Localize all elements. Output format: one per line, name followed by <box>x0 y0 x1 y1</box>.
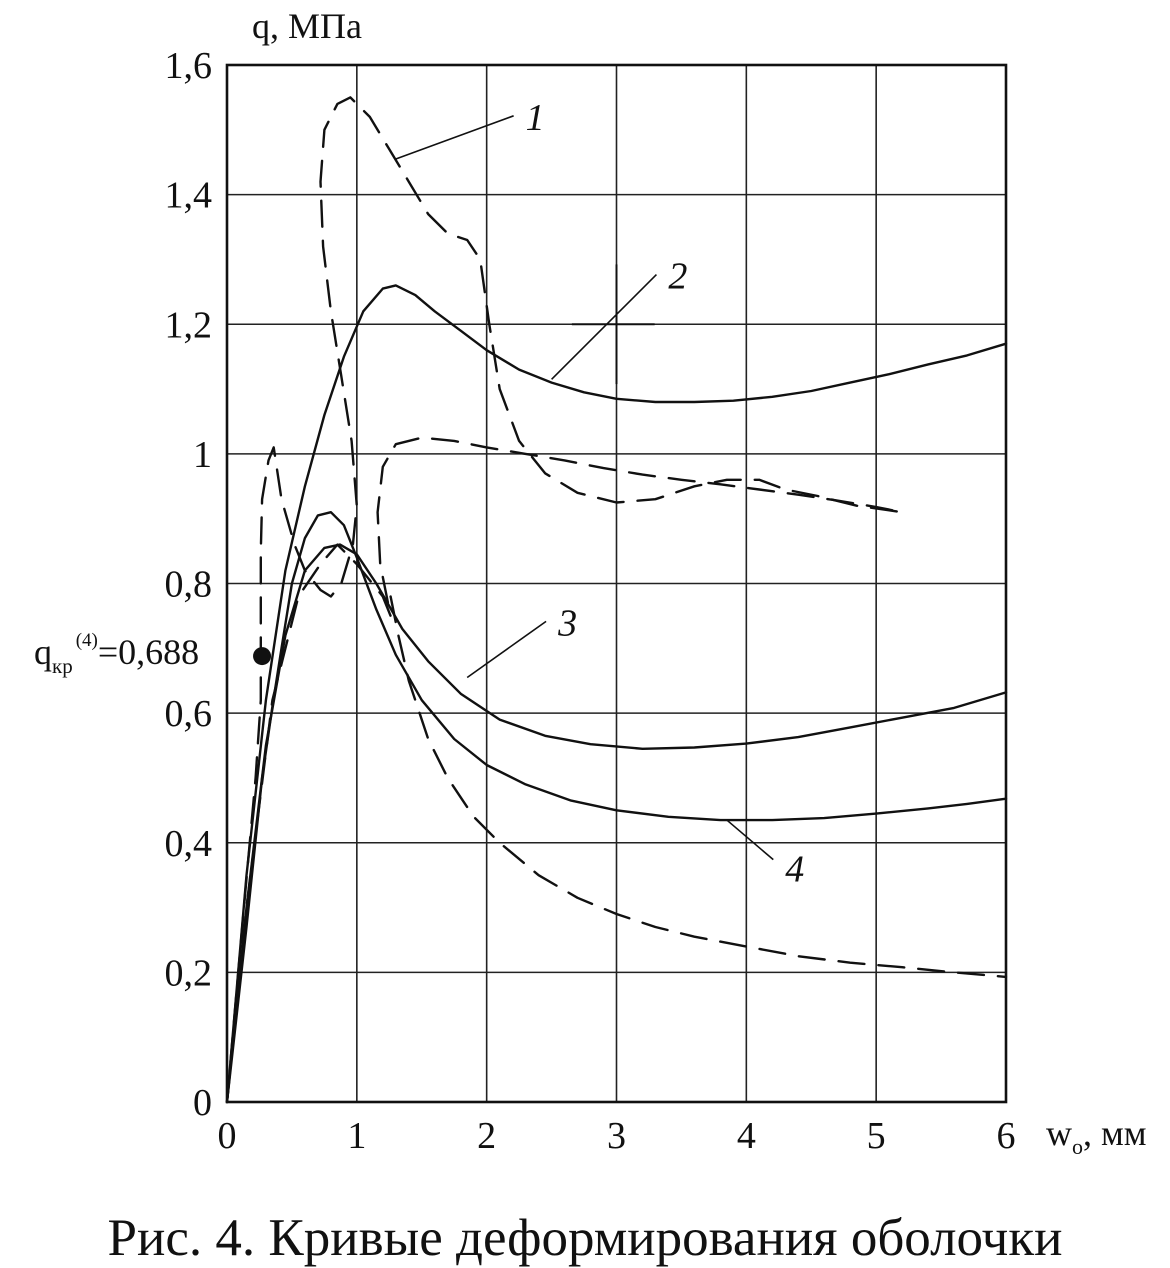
curve-label-4: 4 <box>785 849 804 891</box>
x-tick-label: 1 <box>347 1115 366 1157</box>
x-axis-label-main: w <box>1046 1113 1072 1153</box>
curve-label-leader <box>395 115 514 160</box>
critical-label-main: q <box>34 632 52 672</box>
y-tick-label: 0,8 <box>165 564 213 606</box>
series-line-curve-2 <box>225 284 1008 1104</box>
y-tick-label: 0,2 <box>165 952 213 994</box>
curve-label-leader <box>726 819 774 861</box>
y-tick-label: 1,6 <box>165 45 213 87</box>
series-line-unlabeled-4 <box>225 436 904 1104</box>
y-tick-label: 1 <box>193 434 212 476</box>
y-tick-label: 0 <box>193 1082 212 1124</box>
critical-point-marker <box>253 647 272 666</box>
curve-label-leader <box>466 620 547 679</box>
x-axis-label: wo, мм <box>1046 1113 1147 1159</box>
x-axis-label-unit: , мм <box>1083 1113 1147 1153</box>
y-tick-label: 1,2 <box>165 304 213 346</box>
critical-point-label: qкр(4)=0,688 <box>34 630 199 678</box>
critical-label-superscript: (4) <box>76 630 98 651</box>
x-tick-label: 2 <box>477 1115 496 1157</box>
x-tick-label: 5 <box>867 1115 886 1157</box>
critical-label-value: =0,688 <box>98 632 199 672</box>
series-line-curve-4 <box>225 511 1008 1104</box>
x-tick-label: 3 <box>607 1115 626 1157</box>
y-tick-label: 0,4 <box>165 823 213 865</box>
figure-caption: Рис. 4. Кривые деформирования оболочки <box>107 1209 1063 1267</box>
x-tick-label: 4 <box>737 1115 756 1157</box>
chart-tick-labels: 0 0,2 0,4 0,6 0,8 1 1,2 1,4 1,6 0 1 2 3 4 5 6 <box>165 45 1016 1157</box>
chart-series <box>225 96 1008 1104</box>
critical-label-subscript: кр <box>52 654 73 678</box>
y-axis-label: q, МПа <box>252 6 362 46</box>
chart-curve-labels: 1 2 3 4 <box>395 97 804 891</box>
x-tick-label: 0 <box>218 1115 237 1157</box>
curve-label-3: 3 <box>557 602 577 644</box>
curve-label-1: 1 <box>526 97 545 139</box>
chart-grid <box>227 65 1006 1102</box>
chart-annotations <box>571 264 655 385</box>
series-line-unlabeled-5 <box>389 595 1008 979</box>
x-axis-label-subscript: o <box>1072 1134 1083 1159</box>
chart-frame <box>225 63 1008 1104</box>
series-line-curve-3 <box>225 543 1008 1104</box>
curve-label-leader <box>551 274 657 380</box>
y-tick-label: 1,4 <box>165 175 213 217</box>
series-line-curve-1 <box>225 96 904 1104</box>
y-tick-label: 0,6 <box>165 693 213 735</box>
plot-area-border <box>225 63 1008 1104</box>
x-tick-label: 6 <box>997 1115 1016 1157</box>
curve-label-2: 2 <box>668 256 687 298</box>
